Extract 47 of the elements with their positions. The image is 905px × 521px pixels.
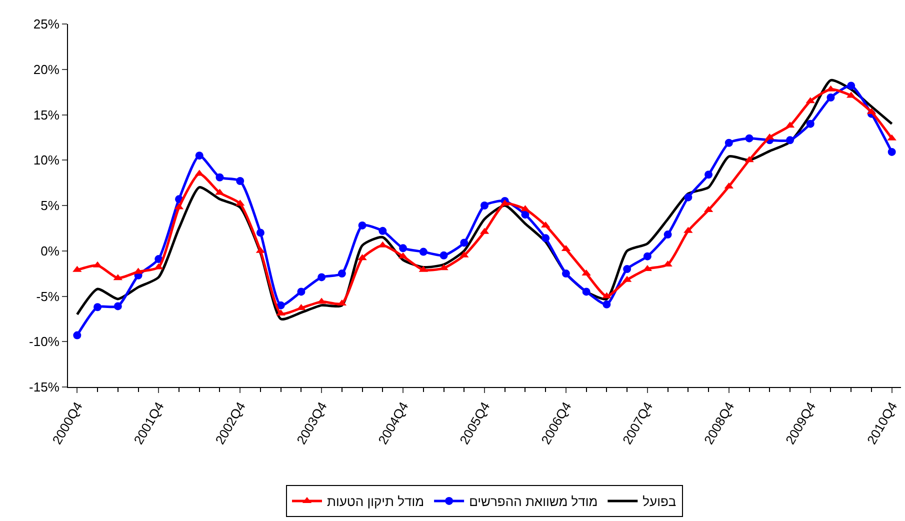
point [216, 173, 224, 182]
point [440, 251, 448, 260]
y-tick-label: 15% [33, 107, 60, 122]
point [338, 270, 346, 278]
point [847, 82, 856, 90]
point [582, 288, 590, 296]
point [623, 265, 632, 274]
point [358, 221, 366, 230]
y-tick-label: 10% [33, 152, 60, 168]
y-tick-label: 0% [40, 243, 60, 258]
point [195, 152, 204, 160]
point [826, 94, 835, 102]
legend-label: בפועל [642, 494, 676, 510]
y-tick-label: 5% [40, 198, 60, 214]
point [542, 234, 550, 242]
point [73, 331, 82, 340]
point [745, 134, 754, 142]
point [460, 238, 468, 247]
point [521, 210, 530, 219]
point [724, 138, 733, 147]
point [704, 170, 713, 179]
point [419, 248, 428, 256]
point [562, 270, 570, 278]
legend-label: מודל משוואת ההפרשים [469, 494, 598, 510]
point [114, 302, 122, 310]
point [276, 301, 285, 310]
y-tick-label: 25% [33, 16, 60, 32]
point [399, 244, 408, 252]
point [318, 273, 326, 282]
point [378, 226, 387, 235]
y-tick-label: 20% [33, 62, 60, 77]
point [94, 303, 102, 312]
point [602, 300, 611, 308]
legend-label: מודל תיקון הטעות [327, 494, 424, 510]
y-tick-label: -15% [29, 380, 60, 395]
point [256, 228, 264, 237]
y-tick-label: -5% [36, 288, 60, 304]
y-tick-label: -10% [29, 334, 60, 350]
point [786, 136, 794, 144]
point [480, 202, 488, 210]
point [643, 252, 652, 260]
point [297, 288, 306, 296]
point [806, 120, 814, 128]
point [664, 230, 672, 239]
point [236, 177, 244, 185]
point [684, 193, 692, 202]
point [888, 148, 896, 156]
